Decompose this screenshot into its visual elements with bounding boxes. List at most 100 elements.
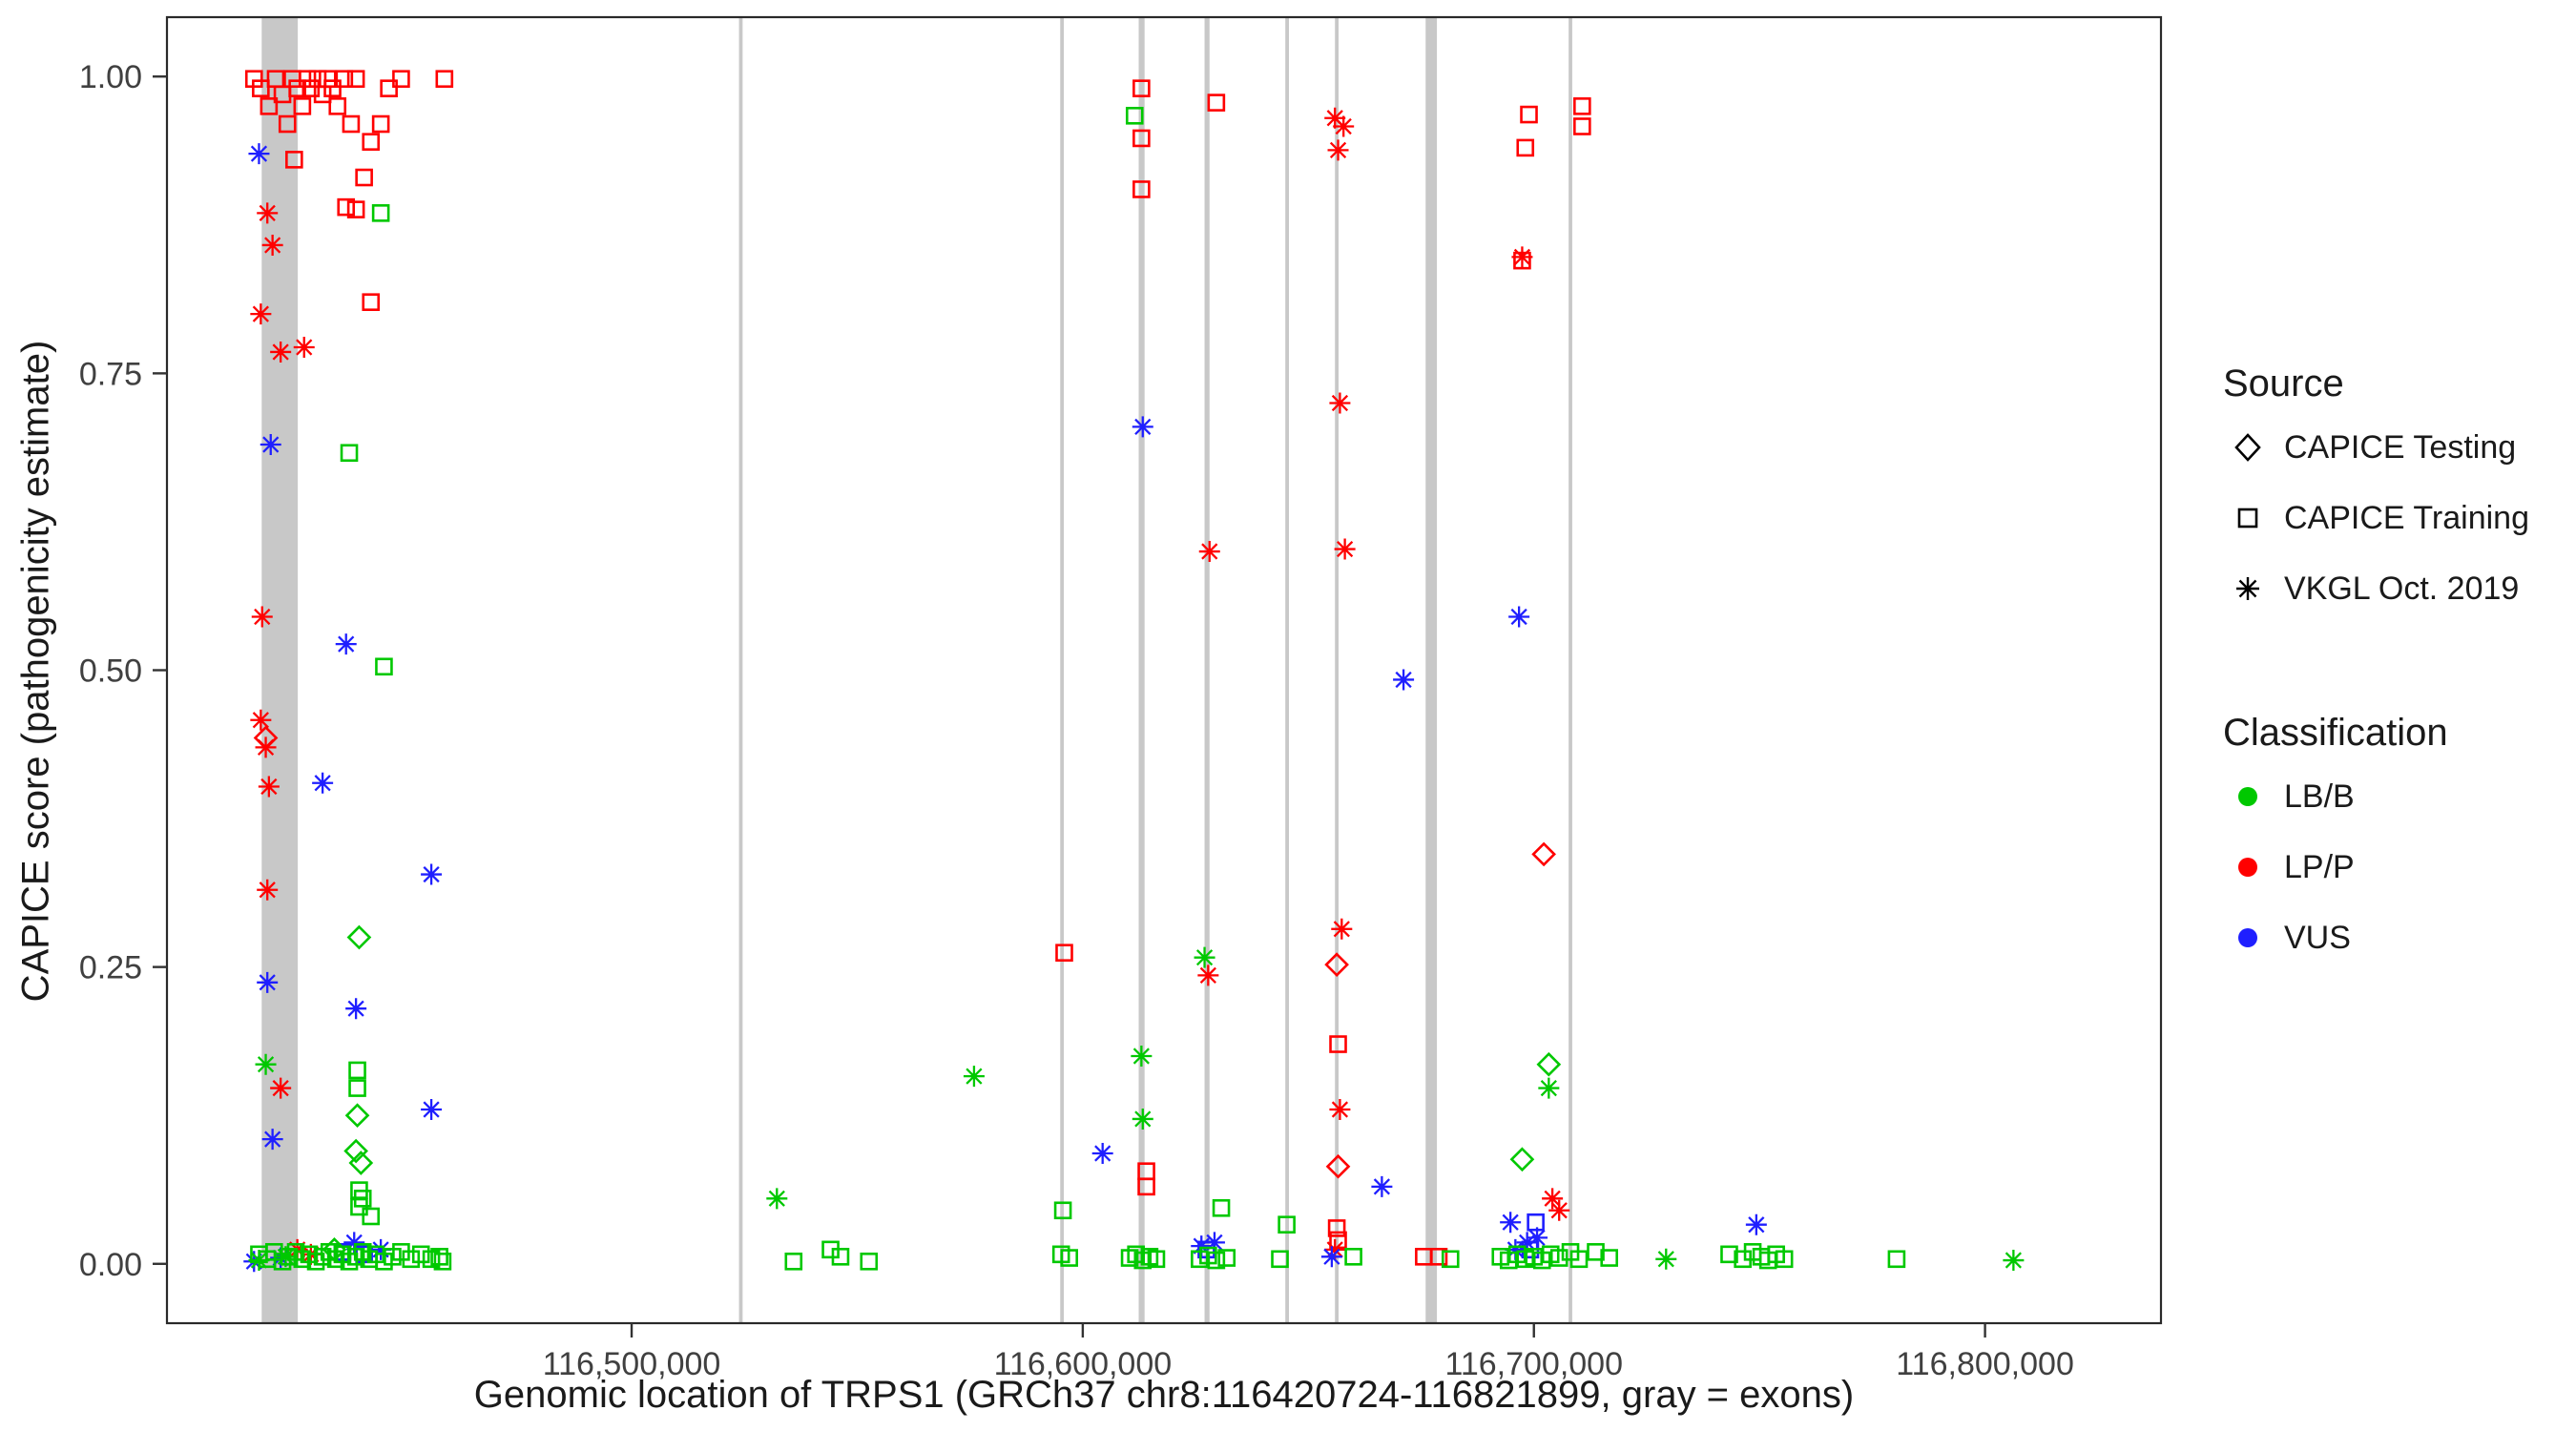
data-point-diamond	[1324, 952, 1349, 977]
data-point-square	[402, 1250, 421, 1269]
data-point-asterisk	[250, 709, 272, 731]
data-point-square	[1520, 105, 1538, 124]
data-point-asterisk	[1371, 1175, 1393, 1197]
data-point-square	[1887, 1250, 1906, 1269]
x-tick-label: 116,800,000	[1896, 1346, 2074, 1382]
data-point-square	[328, 97, 347, 115]
x-axis-title: Genomic location of TRPS1 (GRCh37 chr8:1…	[473, 1374, 1855, 1416]
data-point-square	[1278, 1215, 1296, 1234]
data-point-square	[1720, 1245, 1738, 1264]
data-point-asterisk	[1327, 139, 1349, 161]
legend-item-lpp: LP/P	[2223, 832, 2566, 902]
data-point-asterisk	[248, 143, 270, 165]
data-point-diamond	[322, 1237, 347, 1262]
data-point-asterisk	[261, 234, 283, 256]
data-point-square	[1125, 106, 1144, 125]
legend-item-capice-training: CAPICE Training	[2223, 483, 2566, 553]
exon-band	[1425, 18, 1438, 1322]
y-tick-label: 1.00	[79, 59, 142, 95]
data-point-square	[1271, 1250, 1289, 1269]
lbb-dot-icon	[2223, 772, 2273, 821]
data-point-asterisk	[1511, 246, 1533, 268]
data-point-square	[1137, 1177, 1155, 1196]
legend-item-capice-testing: CAPICE Testing	[2223, 412, 2566, 483]
data-point-square	[323, 79, 342, 97]
legend-classification-title: Classification	[2223, 712, 2448, 754]
data-point-asterisk	[255, 1053, 277, 1075]
data-point-square	[411, 1245, 430, 1264]
data-point-diamond	[1509, 1147, 1535, 1172]
panel-border	[165, 15, 2163, 1325]
data-point-asterisk	[270, 1077, 292, 1099]
data-point-asterisk	[370, 1238, 392, 1260]
data-point-diamond	[1325, 1153, 1351, 1179]
data-point-asterisk	[1542, 1188, 1564, 1210]
exon-band	[1335, 18, 1339, 1322]
data-point-asterisk	[1505, 1238, 1527, 1260]
legend-source-title: Source	[2223, 363, 2344, 404]
data-point-asterisk	[257, 971, 279, 993]
data-point-diamond	[346, 924, 372, 950]
data-point-diamond	[253, 725, 279, 751]
asterisk-icon	[2223, 564, 2273, 613]
data-point-square	[1060, 1249, 1079, 1267]
data-point-asterisk	[421, 863, 443, 885]
data-point-asterisk	[1132, 1108, 1153, 1130]
data-point-asterisk	[1329, 1098, 1351, 1120]
legend-item-vkgl: VKGL Oct. 2019	[2223, 553, 2566, 624]
data-point-asterisk	[1333, 115, 1355, 137]
data-point-square	[375, 657, 393, 676]
data-point-square	[298, 70, 317, 89]
lpp-dot-icon	[2223, 842, 2273, 892]
data-point-asterisk	[1393, 669, 1415, 691]
data-point-square	[1327, 1219, 1346, 1237]
data-point-square	[1217, 1249, 1236, 1267]
data-point-asterisk	[1538, 1077, 1560, 1099]
data-point-diamond	[344, 1103, 370, 1129]
data-point-asterisk	[1655, 1248, 1677, 1270]
data-point-square	[346, 200, 365, 218]
exon-band	[738, 18, 743, 1322]
data-point-square	[362, 1207, 381, 1226]
data-point-square	[293, 97, 312, 115]
data-point-square	[1147, 1250, 1166, 1269]
exon-band	[261, 18, 299, 1322]
data-point-square	[252, 79, 270, 97]
data-point-asterisk	[257, 202, 279, 224]
legend: Source CAPICE Testing CAPICE Training	[2223, 355, 2566, 973]
data-point-square	[860, 1252, 879, 1271]
legend-item-label: VUS	[2284, 919, 2351, 956]
exon-band	[1138, 18, 1145, 1322]
data-point-asterisk	[1508, 606, 1530, 628]
data-point-asterisk	[251, 606, 273, 628]
exon-band	[1285, 18, 1289, 1322]
data-point-asterisk	[312, 772, 334, 794]
data-point-asterisk	[335, 633, 357, 655]
data-point-asterisk	[345, 998, 367, 1020]
exon-band	[1568, 18, 1572, 1322]
vus-dot-icon	[2223, 913, 2273, 963]
data-point-asterisk	[766, 1188, 788, 1210]
exon-band	[1060, 18, 1065, 1322]
data-point-square	[278, 114, 297, 134]
data-point-square	[1775, 1250, 1794, 1269]
data-point-square	[1132, 180, 1151, 198]
data-point-asterisk	[1132, 416, 1153, 438]
data-point-square	[1600, 1249, 1619, 1267]
data-point-asterisk	[421, 1098, 443, 1120]
data-point-asterisk	[260, 434, 281, 456]
data-point-square	[1207, 1251, 1226, 1270]
square-icon	[2223, 493, 2273, 543]
legend-block-source: Source CAPICE Testing CAPICE Training	[2223, 355, 2566, 624]
data-point-square	[784, 1252, 803, 1271]
data-point-diamond	[1536, 1051, 1562, 1077]
data-point-asterisk	[250, 303, 272, 325]
data-point-asterisk	[248, 1250, 270, 1272]
y-tick-label: 0.50	[79, 653, 142, 690]
legend-item-vus: VUS	[2223, 902, 2566, 973]
data-point-asterisk	[1548, 1199, 1570, 1221]
data-point-square	[1569, 1250, 1589, 1269]
data-point-asterisk	[1320, 1246, 1342, 1268]
